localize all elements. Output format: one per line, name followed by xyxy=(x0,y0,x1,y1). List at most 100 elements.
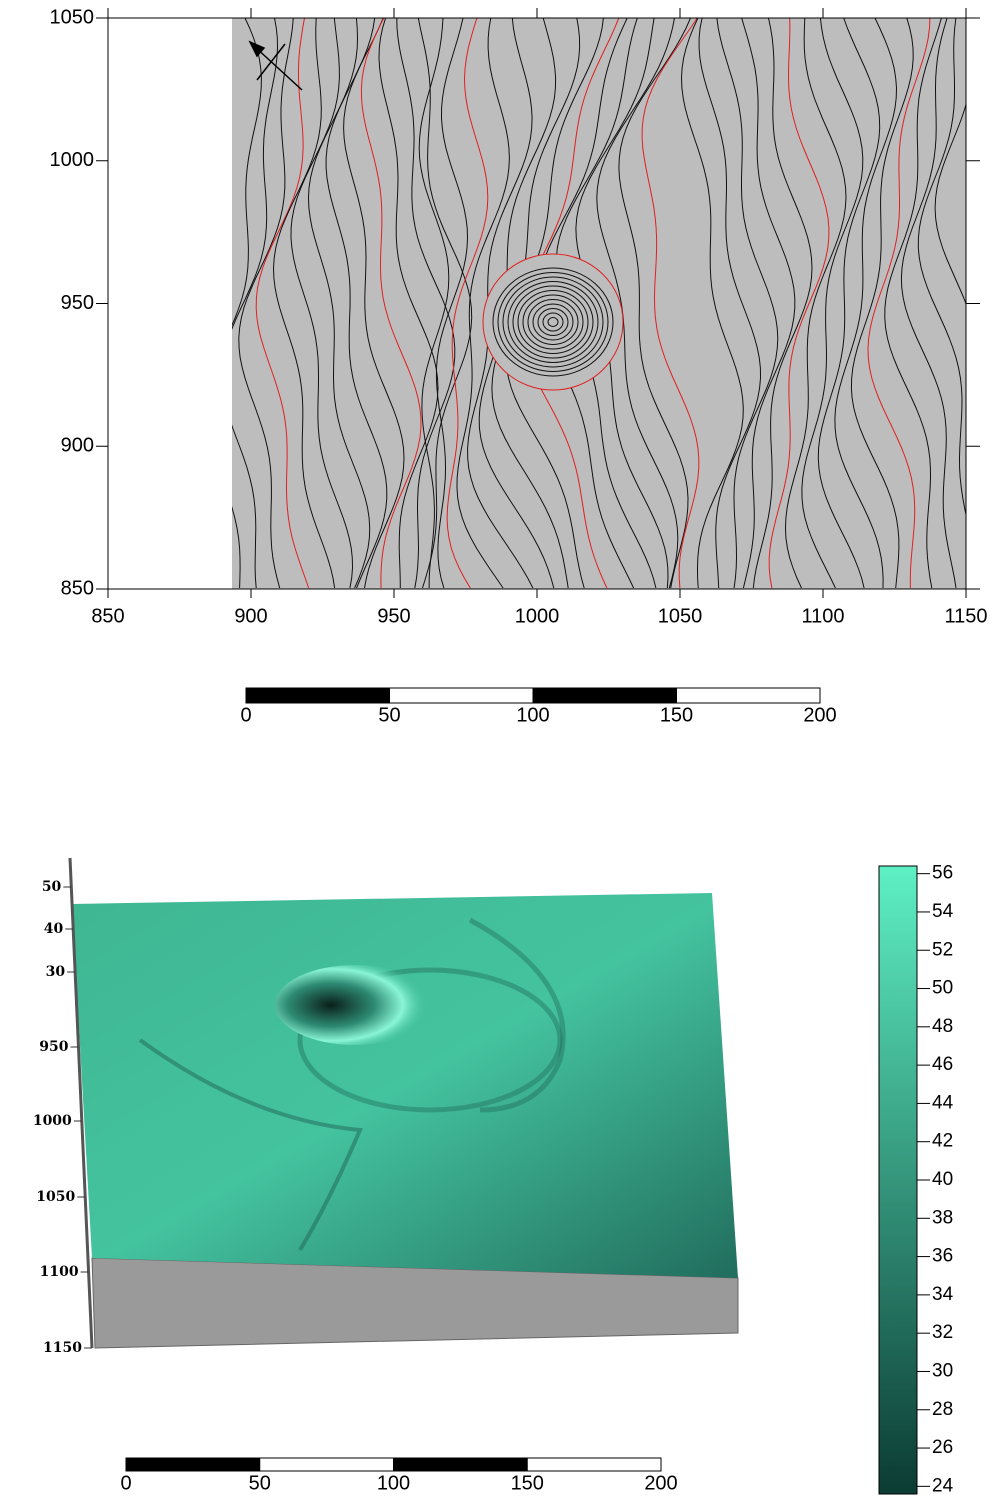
contour-line xyxy=(596,18,679,589)
colorbar-label: 48 xyxy=(932,1016,953,1037)
contour-line xyxy=(446,18,489,589)
scale-label: 150 xyxy=(660,704,693,726)
cone-contour xyxy=(512,285,594,359)
cone-contour xyxy=(507,281,599,363)
axis-label: 50 xyxy=(42,879,62,895)
x-tick-label: 950 xyxy=(377,605,410,627)
colorbar-label: 42 xyxy=(932,1131,953,1152)
contour-line xyxy=(741,18,796,589)
contour-line xyxy=(272,18,336,589)
cone-contour xyxy=(542,312,564,332)
x-tick-label: 1000 xyxy=(515,605,560,627)
scale-segment xyxy=(389,687,534,704)
colorbar-label: 36 xyxy=(932,1246,953,1267)
axis-label: 1150 xyxy=(43,1340,82,1356)
colorbar-label: 52 xyxy=(932,939,953,960)
x-tick-label: 1050 xyxy=(658,605,703,627)
colorbar xyxy=(878,865,918,1495)
contour-line xyxy=(900,18,957,589)
colorbar-label: 54 xyxy=(932,901,954,922)
axis-label: 1100 xyxy=(40,1264,79,1280)
scale-label: 0 xyxy=(240,704,251,726)
colorbar-label: 40 xyxy=(932,1169,953,1190)
contour-line xyxy=(698,18,762,589)
colorbar-label: 38 xyxy=(932,1207,953,1228)
axis-label: 1000 xyxy=(33,1113,72,1129)
contour-line xyxy=(867,18,931,589)
cone-contour xyxy=(527,299,579,345)
axis-label: 40 xyxy=(44,921,64,937)
scale-segment xyxy=(526,1457,662,1472)
y-tick-label: 850 xyxy=(61,577,94,599)
contour-line xyxy=(641,18,700,589)
contour-line xyxy=(360,18,422,589)
contour-line xyxy=(716,18,779,589)
contour-line xyxy=(238,18,294,589)
colorbar-label: 26 xyxy=(932,1437,953,1458)
x-tick-label: 1150 xyxy=(944,605,987,627)
contour-line xyxy=(884,18,942,589)
contour-line xyxy=(232,18,262,589)
contour-line xyxy=(917,18,966,517)
contour-line xyxy=(255,18,310,589)
scale-segment xyxy=(245,687,390,704)
contours xyxy=(232,18,966,589)
axis-label: 1050 xyxy=(36,1189,75,1205)
colorbar-label: 46 xyxy=(932,1054,953,1075)
contour-line xyxy=(680,18,744,589)
contour-line xyxy=(435,18,469,589)
colorbar-label: 30 xyxy=(932,1360,953,1381)
contour-line xyxy=(343,18,405,589)
contour-line xyxy=(378,18,439,589)
contour-line xyxy=(456,18,510,589)
x-tick-label: 1100 xyxy=(801,605,844,627)
cone-contour xyxy=(497,272,609,372)
cone-base xyxy=(482,253,624,391)
colorbar-label: 24 xyxy=(932,1475,954,1496)
colorbar-label: 32 xyxy=(932,1322,953,1343)
x-tick-label: 900 xyxy=(234,605,267,627)
contour-line xyxy=(325,18,388,589)
cone-contour xyxy=(522,294,584,350)
surface-3d xyxy=(68,857,739,1349)
scale-segment xyxy=(532,687,677,704)
x-tick-label: 850 xyxy=(91,605,124,627)
scale-label: 100 xyxy=(377,1472,410,1494)
axis-label: 30 xyxy=(46,964,66,980)
contour-line xyxy=(834,18,898,589)
colorbar-label: 28 xyxy=(932,1399,953,1420)
contour-line xyxy=(290,18,354,589)
scale-label: 50 xyxy=(378,704,400,726)
contour-line xyxy=(232,18,279,589)
contour-line xyxy=(784,18,847,589)
cone-contour xyxy=(502,276,604,368)
y-tick-label: 1050 xyxy=(50,6,95,28)
y-tick-label: 950 xyxy=(61,292,94,314)
colorbar-label: 34 xyxy=(932,1284,954,1305)
scale-segment xyxy=(393,1457,528,1472)
colorbar-label: 56 xyxy=(932,863,953,884)
scale-segment xyxy=(259,1457,394,1472)
scale-label: 200 xyxy=(803,704,836,726)
colorbar-label: 50 xyxy=(932,978,953,999)
cone-contour xyxy=(532,303,574,341)
cone-contour xyxy=(547,317,559,327)
scale-segment xyxy=(676,687,821,704)
y-tick-label: 900 xyxy=(61,435,94,457)
cone-contour xyxy=(492,267,614,377)
north-arrow xyxy=(248,40,303,91)
contour-line xyxy=(752,18,813,589)
scale-label: 200 xyxy=(644,1472,677,1494)
contour-line xyxy=(850,18,914,589)
contour-line xyxy=(417,18,473,589)
scale-label: 100 xyxy=(516,704,549,726)
contour-line xyxy=(801,18,864,589)
axis-label: 950 xyxy=(39,1039,68,1055)
scale-segment xyxy=(125,1457,261,1472)
contour-line xyxy=(618,18,691,589)
contour-line xyxy=(817,18,881,589)
cone-contour xyxy=(517,290,589,354)
y-tick-label: 1000 xyxy=(50,149,95,171)
colorbar-label: 44 xyxy=(932,1092,954,1113)
